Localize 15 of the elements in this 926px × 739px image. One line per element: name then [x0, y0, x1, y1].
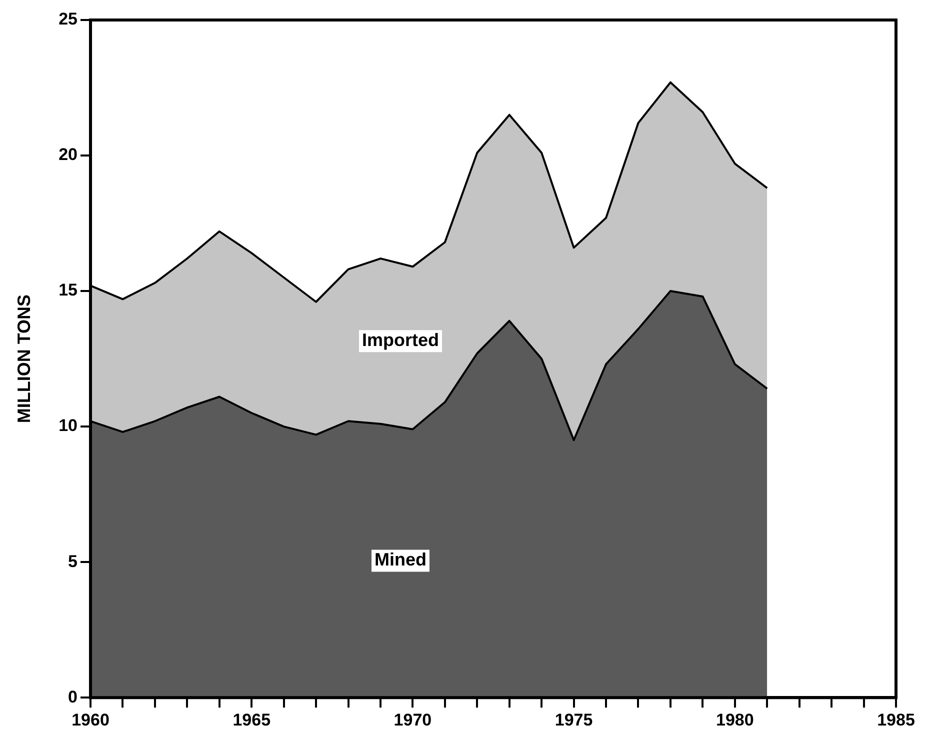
- x-tick-label: 1965: [232, 710, 271, 730]
- x-tick-label: 1960: [72, 710, 110, 730]
- y-tick-label: 5: [68, 552, 78, 571]
- x-tick-label: 1970: [394, 710, 432, 730]
- y-tick-label: 15: [58, 280, 78, 300]
- series-label: Mined: [374, 550, 426, 570]
- series-label: Imported: [362, 330, 439, 350]
- y-tick-label: 0: [68, 687, 78, 706]
- x-tick-label: 1975: [554, 710, 593, 730]
- y-tick-label: 20: [58, 145, 78, 164]
- x-tick-label: 1980: [716, 710, 754, 730]
- x-tick-label: 1985: [877, 710, 915, 730]
- y-axis-title: MILLION TONS: [14, 294, 34, 424]
- y-tick-label: 10: [58, 416, 78, 436]
- y-tick-label: 25: [58, 10, 78, 29]
